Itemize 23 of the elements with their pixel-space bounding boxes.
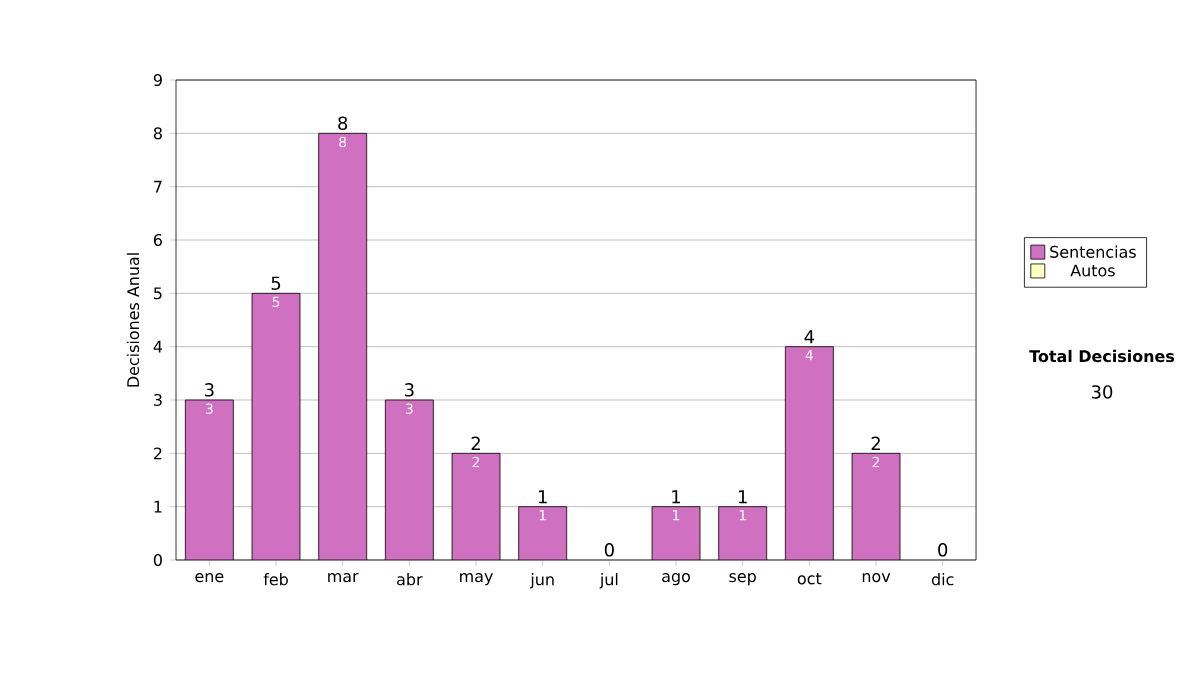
total-label: 3 xyxy=(405,383,414,397)
total-label: 2 xyxy=(471,436,480,450)
total-label: 2 xyxy=(871,436,880,450)
text: 30 xyxy=(1091,385,1113,399)
bar xyxy=(252,293,301,560)
total-label: 0 xyxy=(938,543,948,557)
bar xyxy=(185,400,234,560)
total-label: 5 xyxy=(271,276,281,290)
bar xyxy=(651,506,701,560)
total-label: 1 xyxy=(738,490,747,504)
bar xyxy=(718,506,768,560)
total-label: 8 xyxy=(338,116,348,130)
total-label: 1 xyxy=(538,490,547,504)
bar xyxy=(784,346,834,560)
bar xyxy=(851,452,901,560)
bar xyxy=(385,400,434,560)
total-label: 1 xyxy=(672,490,681,504)
bar xyxy=(518,506,567,560)
bar xyxy=(318,133,367,560)
bar xyxy=(452,453,501,560)
total-label: 0 xyxy=(604,543,614,557)
total-label: 4 xyxy=(804,330,815,344)
total-label: 3 xyxy=(205,383,214,397)
